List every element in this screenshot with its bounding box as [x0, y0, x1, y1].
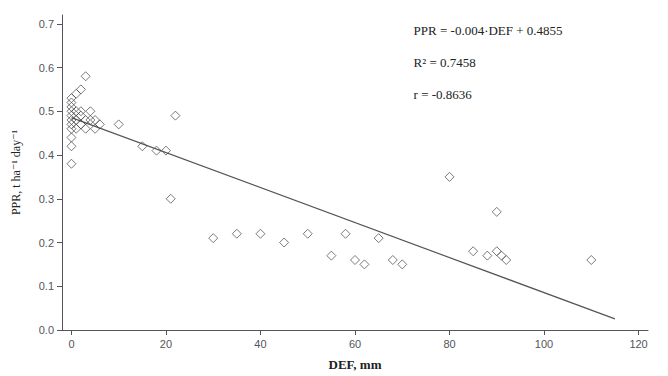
svg-text:0.1: 0.1	[39, 280, 54, 292]
svg-text:60: 60	[349, 338, 361, 350]
svg-text:DEF, mm: DEF, mm	[329, 357, 382, 372]
svg-text:80: 80	[443, 338, 455, 350]
svg-text:0.7: 0.7	[39, 18, 54, 30]
svg-text:R² = 0.7458: R² = 0.7458	[414, 55, 476, 70]
svg-text:0.6: 0.6	[39, 62, 54, 74]
svg-text:20: 20	[160, 338, 172, 350]
svg-text:40: 40	[254, 338, 266, 350]
svg-text:100: 100	[535, 338, 553, 350]
svg-text:PPR = -0.004·DEF + 0.4855: PPR = -0.004·DEF + 0.4855	[414, 23, 563, 38]
svg-text:r = -0.8636: r = -0.8636	[414, 87, 473, 102]
svg-text:0.4: 0.4	[39, 149, 54, 161]
svg-text:0.3: 0.3	[39, 193, 54, 205]
svg-text:0.0: 0.0	[39, 324, 54, 336]
svg-text:0.2: 0.2	[39, 237, 54, 249]
svg-text:PPR, t ha⁻¹ day⁻¹: PPR, t ha⁻¹ day⁻¹	[9, 129, 23, 215]
svg-text:0: 0	[68, 338, 74, 350]
svg-text:120: 120	[629, 338, 647, 350]
svg-text:0.5: 0.5	[39, 105, 54, 117]
